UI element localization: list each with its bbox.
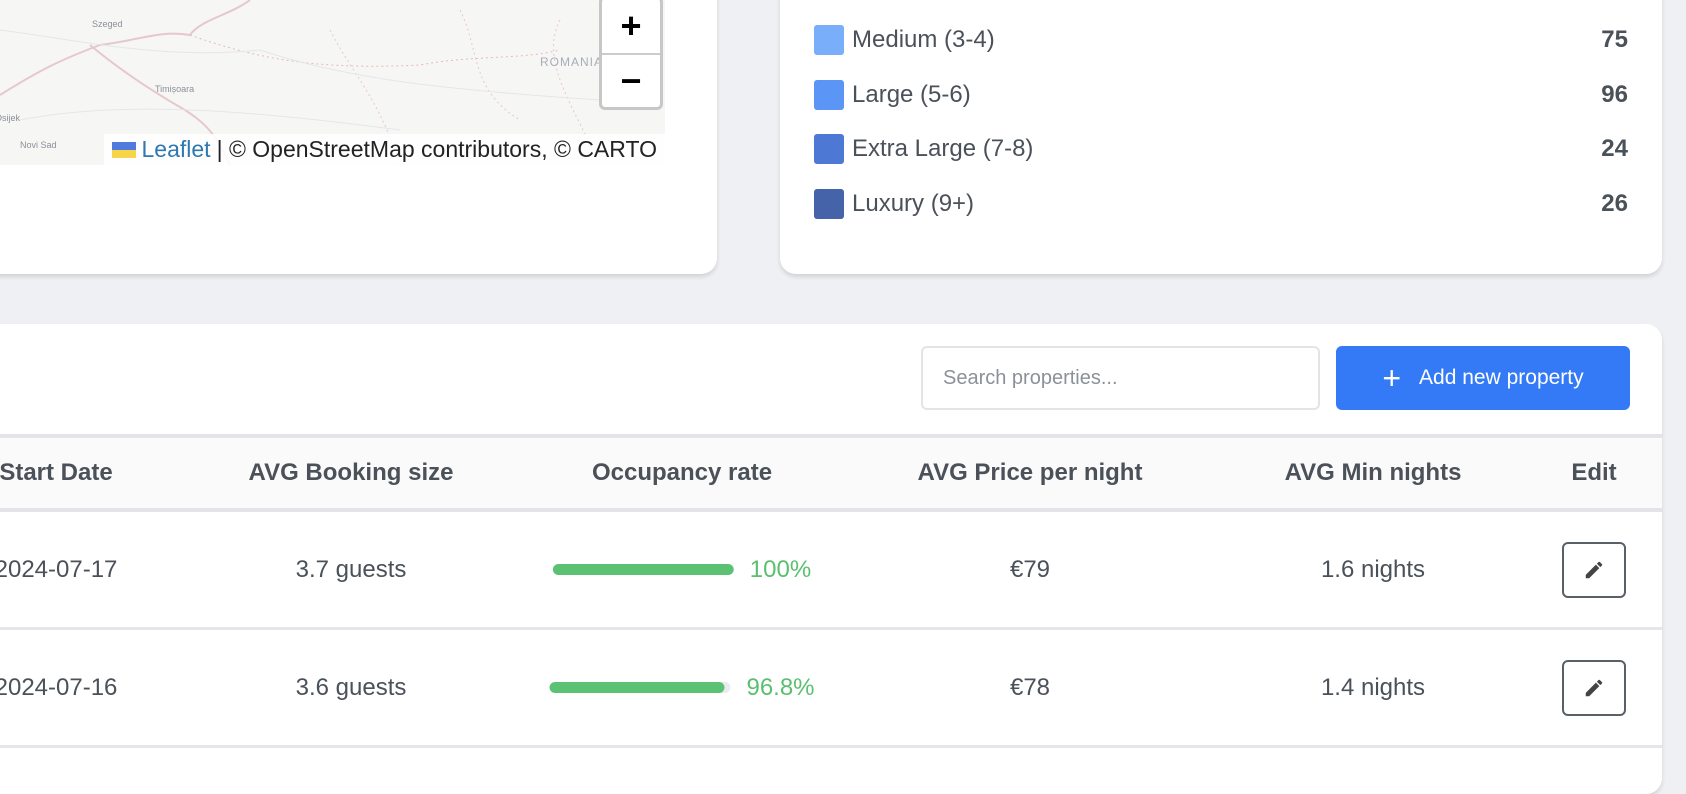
- map-borders: [0, 0, 601, 165]
- zoom-out-button[interactable]: −: [602, 53, 660, 107]
- occupancy-value: 100%: [749, 555, 812, 583]
- cell-edit: [1562, 512, 1626, 627]
- header-occupancy-rate[interactable]: Occupancy rate: [591, 459, 773, 486]
- cell-occupancy: 100%: [552, 512, 812, 627]
- legend-swatch: [814, 25, 844, 55]
- legend-swatch: [814, 134, 844, 164]
- cell-min-nights: 1.4 nights: [1320, 673, 1426, 701]
- attribution-text: | © OpenStreetMap contributors, © CARTO: [216, 136, 657, 162]
- legend-item: Luxury (9+) 26: [814, 189, 1628, 219]
- country-label: ROMANIA: [540, 55, 604, 69]
- pencil-icon: [1585, 561, 1603, 578]
- city-label: Timișoara: [155, 84, 195, 94]
- legend-item: Large (5-6) 96: [814, 80, 1628, 110]
- header-edit: Edit: [1571, 459, 1617, 486]
- legend-value: 75: [1601, 26, 1628, 53]
- cell-start-date: 2024-07-17: [0, 555, 118, 583]
- search-input[interactable]: [921, 346, 1320, 410]
- cell-price: €79: [1009, 555, 1051, 583]
- legend-label: Luxury (9+): [852, 190, 975, 217]
- legend-value: 24: [1601, 135, 1628, 162]
- map-card: Szeged Timișoara Osijek Novi Sad ROMANIA…: [0, 0, 717, 274]
- legend-swatch: [814, 189, 844, 219]
- city-label: Szeged: [92, 19, 123, 29]
- cell-booking-size: 3.6 guests: [295, 673, 407, 701]
- size-legend-card: Medium (3-4) 75 Large (5-6) 96 Extra Large…: [780, 0, 1662, 274]
- city-label: Osijek: [0, 113, 21, 123]
- table-header: Start Date AVG Booking size Occupancy ra…: [0, 434, 1662, 512]
- map-attribution: Leaflet | © OpenStreetMap contributors, …: [103, 134, 665, 165]
- occupancy-bar: [552, 564, 734, 575]
- leaflet-link[interactable]: Leaflet: [141, 136, 211, 162]
- plus-icon: +: [1382, 360, 1402, 396]
- table-row: 2024-07-17 3.7 guests 100% €79 1.6 night…: [0, 512, 1662, 630]
- legend-label: Medium (3-4): [852, 26, 995, 53]
- header-avg-price[interactable]: AVG Price per night: [917, 459, 1143, 486]
- occupancy-bar: [549, 682, 731, 693]
- legend-value: 26: [1601, 190, 1628, 217]
- edit-button[interactable]: [1562, 659, 1626, 716]
- header-avg-booking-size[interactable]: AVG Booking size: [248, 459, 454, 486]
- ukraine-flag-icon: [111, 141, 136, 158]
- legend-value: 96: [1601, 81, 1628, 108]
- city-label: Novi Sad: [20, 140, 57, 150]
- cell-min-nights: 1.6 nights: [1320, 555, 1426, 583]
- pencil-icon: [1585, 679, 1603, 696]
- map[interactable]: Szeged Timișoara Osijek Novi Sad ROMANIA…: [0, 0, 665, 165]
- header-start-date[interactable]: Start Date: [0, 459, 113, 486]
- legend-label: Large (5-6): [852, 81, 971, 108]
- add-button-label: Add new property: [1419, 366, 1584, 389]
- properties-table-card: + Add new property Start Date AVG Booking…: [0, 324, 1662, 794]
- cell-occupancy: 96.8%: [549, 630, 815, 745]
- cell-booking-size: 3.7 guests: [295, 555, 407, 583]
- cell-edit: [1562, 630, 1626, 745]
- add-new-property-button[interactable]: + Add new property: [1336, 346, 1630, 410]
- edit-button[interactable]: [1562, 541, 1626, 598]
- zoom-in-button[interactable]: +: [620, 5, 642, 46]
- cell-start-date: 2024-07-16: [0, 673, 118, 701]
- zoom-control: + −: [599, 0, 663, 110]
- table-row: 2024-07-16 3.6 guests 96.8% €78 1.4 nigh…: [0, 630, 1662, 748]
- occupancy-value: 96.8%: [746, 673, 815, 701]
- cell-price: €78: [1009, 673, 1051, 701]
- legend-label: Extra Large (7-8): [852, 135, 1034, 162]
- header-avg-min-nights[interactable]: AVG Min nights: [1284, 459, 1462, 486]
- legend-item: Extra Large (7-8) 24: [814, 134, 1628, 164]
- legend-item: Medium (3-4) 75: [814, 25, 1628, 55]
- legend-swatch: [814, 80, 844, 110]
